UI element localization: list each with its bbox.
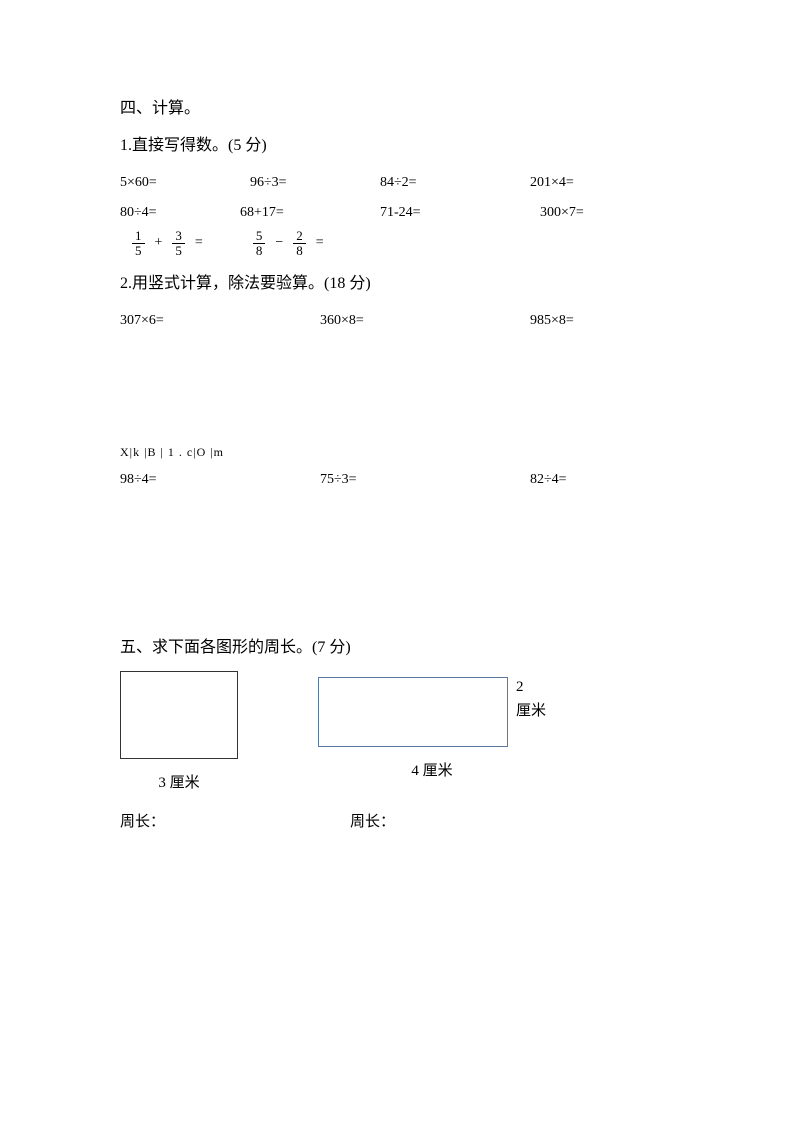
- square-group: 3 厘米: [120, 671, 238, 792]
- expr: 80÷4=: [120, 199, 240, 227]
- numerator: 1: [132, 229, 145, 244]
- fraction-row: 1 5 + 3 5 = 5 8 − 2 8 =: [120, 229, 673, 259]
- expr: 84÷2=: [380, 169, 530, 197]
- expr: 5×60=: [120, 169, 250, 197]
- expr: 201×4=: [530, 169, 650, 197]
- vertical-calc-row1: 307×6= 360×8= 985×8=: [120, 307, 673, 335]
- watermark-text: X|k |B | 1 . c|O |m: [120, 445, 673, 460]
- numerator: 5: [253, 229, 266, 244]
- expr: 300×7=: [540, 199, 660, 227]
- fraction: 1 5: [132, 229, 145, 259]
- fraction: 5 8: [253, 229, 266, 259]
- denominator: 8: [253, 244, 266, 258]
- expr: 96÷3=: [250, 169, 380, 197]
- rectangle-shape: [318, 677, 508, 747]
- section4-title: 四、计算。: [120, 95, 673, 124]
- expr: 98÷4=: [120, 466, 320, 494]
- rect-height-num: 2: [516, 675, 546, 699]
- expr: 985×8=: [530, 307, 670, 335]
- operator: +: [155, 235, 163, 251]
- rectangle-right-label: 2 厘米: [516, 675, 546, 723]
- expr: 307×6=: [120, 307, 320, 335]
- section5-title: 五、求下面各图形的周长。(7 分): [120, 634, 673, 663]
- denominator: 5: [172, 244, 185, 258]
- expr: 75÷3=: [320, 466, 530, 494]
- rect-height-unit: 厘米: [516, 699, 546, 723]
- section4-part1-title: 1.直接写得数。(5 分): [120, 132, 673, 161]
- mental-math-row2: 80÷4= 68+17= 71-24= 300×7=: [120, 199, 673, 227]
- operator: −: [275, 235, 283, 251]
- numerator: 3: [172, 229, 185, 244]
- perimeter-row: 周长： 周长：: [120, 810, 673, 831]
- vertical-calc-row2: 98÷4= 75÷3= 82÷4=: [120, 466, 673, 494]
- shapes-container: 3 厘米 2 厘米 4 厘米: [120, 671, 673, 792]
- fraction: 3 5: [172, 229, 185, 259]
- expr: 360×8=: [320, 307, 530, 335]
- rectangle-bottom-label: 4 厘米: [411, 759, 452, 780]
- expr: 82÷4=: [530, 466, 670, 494]
- fraction: 2 8: [293, 229, 306, 259]
- expr: 71-24=: [380, 199, 540, 227]
- denominator: 5: [132, 244, 145, 258]
- mental-math-row1: 5×60= 96÷3= 84÷2= 201×4=: [120, 169, 673, 197]
- perimeter-label-1: 周长：: [120, 810, 350, 831]
- perimeter-label-2: 周长：: [350, 810, 395, 831]
- equals: =: [316, 235, 324, 251]
- expr: 68+17=: [240, 199, 380, 227]
- denominator: 8: [293, 244, 306, 258]
- numerator: 2: [293, 229, 306, 244]
- rectangle-group: 2 厘米 4 厘米: [318, 677, 546, 780]
- section4-part2-title: 2.用竖式计算，除法要验算。(18 分): [120, 270, 673, 299]
- square-shape: [120, 671, 238, 759]
- square-label: 3 厘米: [158, 771, 199, 792]
- equals: =: [195, 235, 203, 251]
